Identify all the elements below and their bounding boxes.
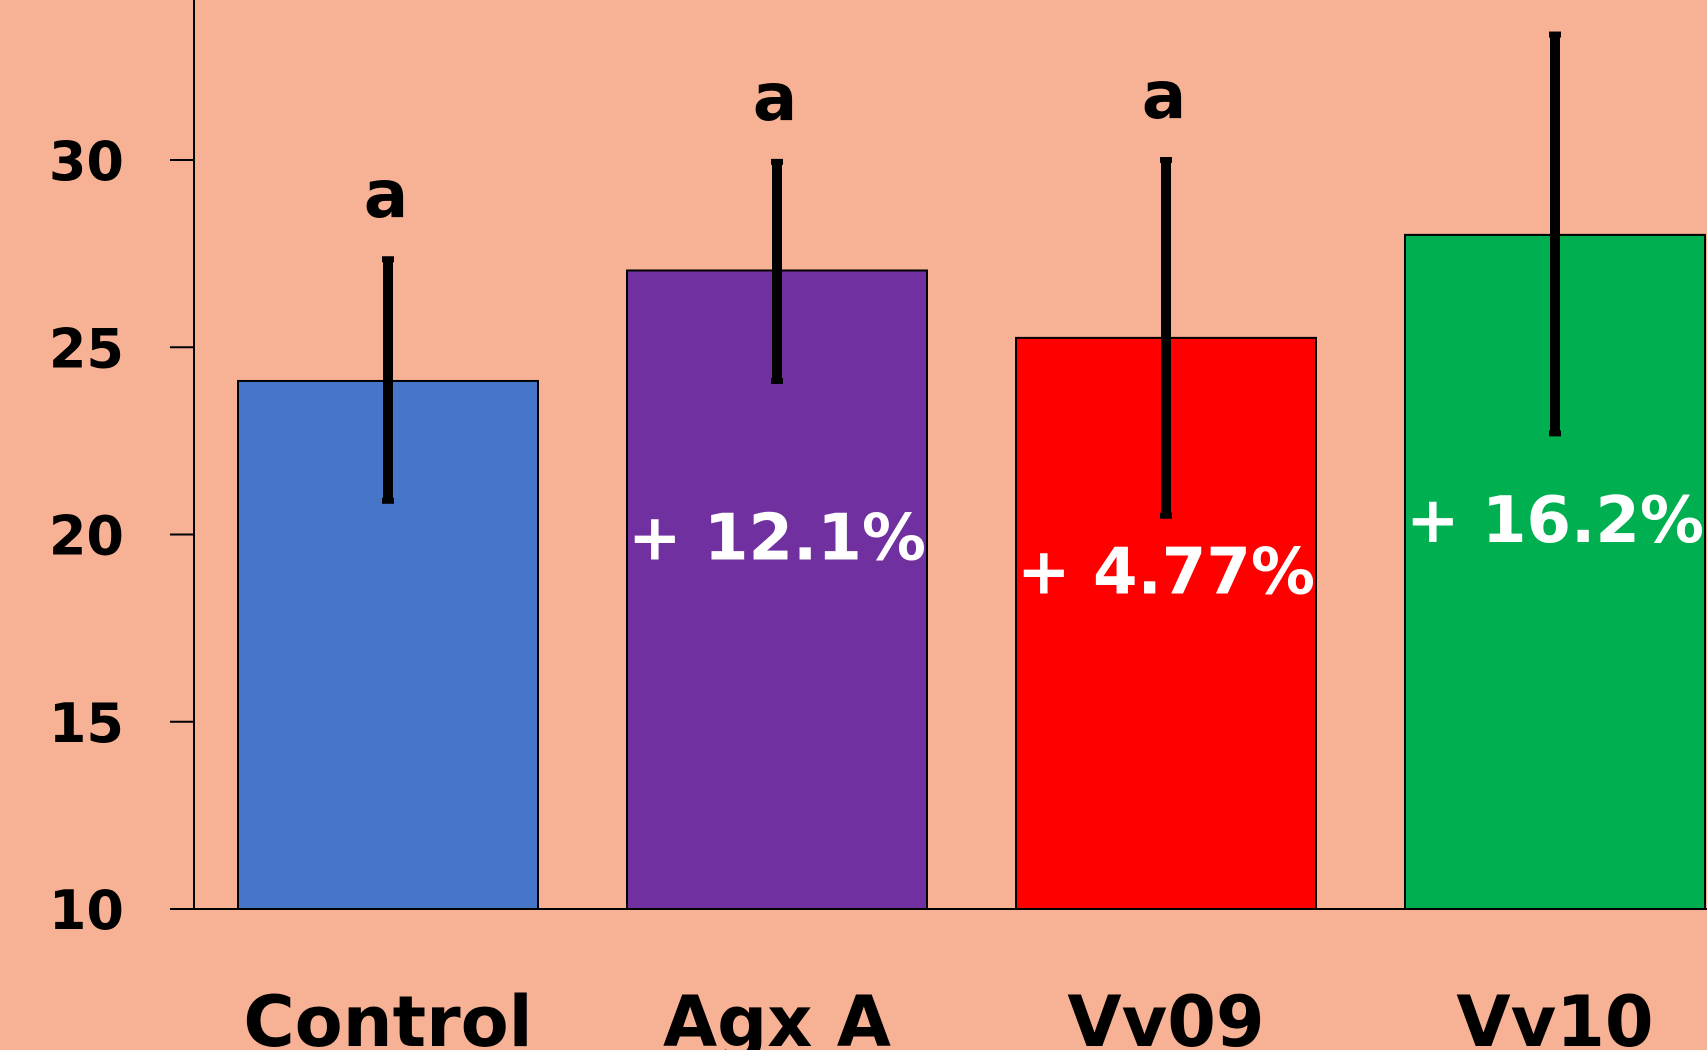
error-bar [771, 158, 783, 384]
significance-letter: a [364, 156, 409, 233]
error-bar [1549, 31, 1561, 437]
y-ticks: 10 15 20 25 30 [49, 130, 194, 942]
significance-letter: a [1142, 57, 1187, 134]
y-tick-label: 20 [49, 505, 124, 568]
significance-letter: a [1531, 0, 1576, 9]
axes [170, 0, 1707, 910]
change-label: + 16.2% [1406, 484, 1704, 558]
significance-letters: a a a a [364, 0, 1576, 233]
error-bar [382, 256, 394, 504]
y-tick-label: 15 [49, 692, 124, 755]
x-tick-label: Control [243, 981, 532, 1050]
error-bar [1160, 157, 1172, 519]
change-label: + 4.77% [1017, 535, 1315, 609]
x-tick-label: Agx A [663, 981, 891, 1050]
x-tick-labels: Control Agx A Vv09 Vv10 [243, 981, 1653, 1050]
y-tick-label: 30 [49, 130, 124, 193]
y-tick-label: 10 [49, 879, 124, 942]
change-labels: + 12.1% + 4.77% + 16.2% [628, 484, 1704, 609]
change-label: + 12.1% [628, 502, 926, 576]
y-tick-label: 25 [49, 317, 124, 380]
x-tick-label: Vv10 [1456, 981, 1653, 1050]
x-tick-label: Vv09 [1067, 981, 1264, 1050]
significance-letter: a [753, 59, 798, 136]
error-bars [382, 31, 1561, 519]
